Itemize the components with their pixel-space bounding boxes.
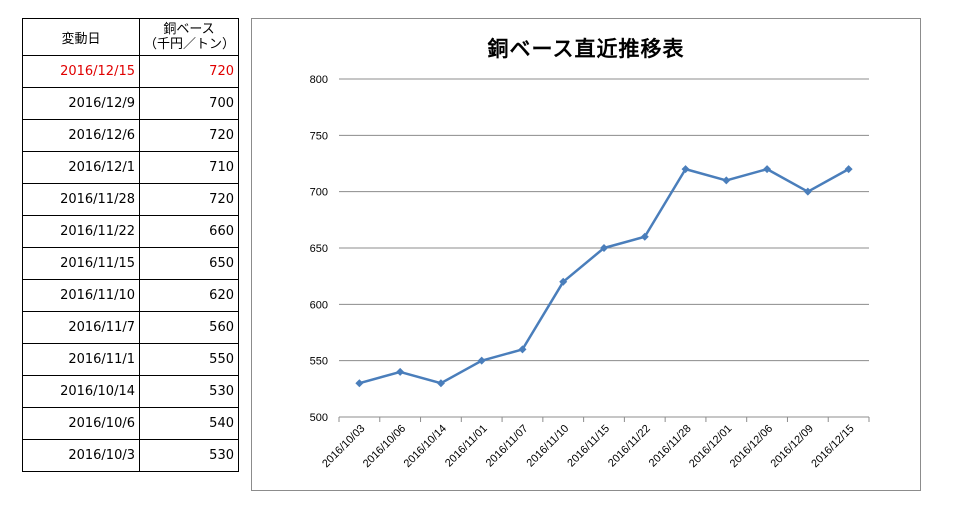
row-date: 2016/11/15	[22, 247, 140, 280]
row-price: 550	[139, 343, 239, 376]
data-point-marker	[803, 187, 812, 196]
data-point-marker	[518, 345, 527, 354]
x-tick-label: 2016/10/14	[402, 423, 449, 470]
table-row: 2016/10/3 530	[22, 439, 239, 472]
table-row: 2016/11/1 550	[22, 343, 239, 376]
chart-title: 銅ベース直近推移表	[487, 37, 685, 61]
data-point-marker	[722, 176, 731, 185]
row-price: 530	[139, 439, 239, 472]
x-tick-label: 2016/11/10	[525, 423, 572, 470]
table-body: 2016/12/15 720 2016/12/9 700 2016/12/6 720 201…	[22, 55, 239, 472]
row-price: 700	[139, 87, 239, 120]
data-point-marker	[640, 232, 649, 241]
row-date: 2016/11/10	[22, 279, 140, 312]
row-price: 540	[139, 407, 239, 440]
table-row: 2016/10/6 540	[22, 407, 239, 440]
y-tick-label: 550	[310, 356, 328, 368]
table-row: 2016/11/15 650	[22, 247, 239, 280]
table-row: 2016/12/6 720	[22, 119, 239, 152]
header-date: 変動日	[22, 18, 140, 56]
table-row: 2016/12/1 710	[22, 151, 239, 184]
table-header-row: 変動日 銅ベース （千円／トン）	[22, 18, 239, 56]
x-tick-label: 2016/11/15	[565, 423, 612, 470]
table-row: 2016/11/28 720	[22, 183, 239, 216]
x-tick-label: 2016/12/06	[728, 423, 775, 470]
x-tick-label: 2016/11/01	[443, 423, 490, 470]
header-price-line2: （千円／トン）	[144, 37, 236, 52]
table-row: 2016/11/10 620	[22, 279, 239, 312]
row-date: 2016/10/6	[22, 407, 140, 440]
row-price: 720	[139, 55, 239, 88]
y-tick-label: 700	[310, 187, 328, 199]
data-point-marker	[477, 356, 486, 365]
row-price: 720	[139, 119, 239, 152]
y-tick-label: 650	[310, 243, 328, 255]
row-date: 2016/11/22	[22, 215, 140, 248]
row-price: 560	[139, 311, 239, 344]
row-price: 650	[139, 247, 239, 280]
table-row: 2016/11/22 660	[22, 215, 239, 248]
row-price: 710	[139, 151, 239, 184]
x-tick-label: 2016/12/15	[809, 423, 856, 470]
data-point-marker	[396, 367, 405, 376]
row-price: 660	[139, 215, 239, 248]
data-point-marker	[436, 379, 445, 388]
row-price: 620	[139, 279, 239, 312]
row-date: 2016/11/1	[22, 343, 140, 376]
row-price: 720	[139, 183, 239, 216]
data-point-marker	[355, 379, 364, 388]
y-tick-label: 600	[310, 299, 328, 311]
data-point-marker	[681, 165, 690, 174]
header-price-line1: 銅ベース	[163, 22, 215, 37]
data-point-marker	[600, 244, 608, 252]
series-line	[359, 167, 850, 385]
data-point-marker	[763, 165, 772, 174]
row-date: 2016/12/1	[22, 151, 140, 184]
x-tick-label: 2016/12/01	[687, 423, 734, 470]
row-date: 2016/10/3	[22, 439, 140, 472]
header-price: 銅ベース （千円／トン）	[139, 18, 239, 56]
table-row: 2016/12/15 720	[22, 55, 239, 88]
table-row: 2016/10/14 530	[22, 375, 239, 408]
x-tick-label: 2016/11/22	[606, 423, 653, 470]
x-tick-label: 2016/11/07	[484, 423, 531, 470]
x-tick-label: 2016/10/03	[320, 423, 367, 470]
price-table: 変動日 銅ベース （千円／トン） 2016/12/15 720 2016/12/9 7…	[22, 18, 239, 472]
row-date: 2016/10/14	[22, 375, 140, 408]
x-tick-label: 2016/12/09	[769, 423, 816, 470]
row-date: 2016/12/9	[22, 87, 140, 120]
table-row: 2016/11/7 560	[22, 311, 239, 344]
y-tick-label: 500	[310, 412, 328, 424]
table-row: 2016/12/9 700	[22, 87, 239, 120]
row-date: 2016/11/7	[22, 311, 140, 344]
x-tick-label: 2016/10/06	[361, 423, 408, 470]
chart-area: 銅ベース直近推移表 500 550 600 650 700 750 800 2016/10/0…	[251, 18, 921, 491]
row-price: 530	[139, 375, 239, 408]
data-point-marker	[844, 165, 853, 174]
row-date: 2016/12/6	[22, 119, 140, 152]
row-date: 2016/12/15	[22, 55, 140, 88]
y-tick-label: 800	[310, 74, 328, 86]
y-tick-label: 750	[310, 130, 328, 142]
line-chart: 500 550 600 650 700 750 800 2016/10/032016/10/0…	[310, 74, 870, 470]
row-date: 2016/11/28	[22, 183, 140, 216]
data-point-marker	[559, 277, 568, 286]
